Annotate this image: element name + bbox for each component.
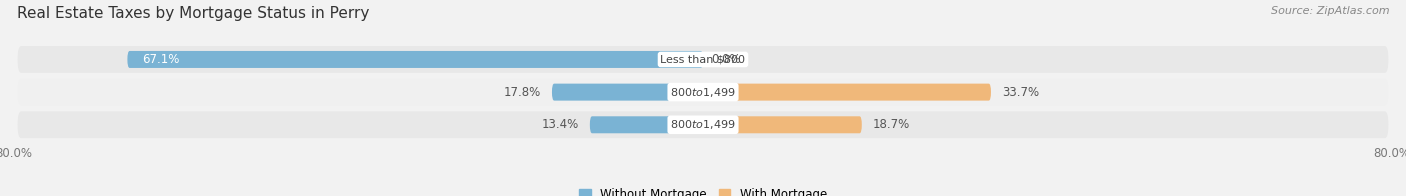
FancyBboxPatch shape	[18, 79, 1388, 105]
Text: Less than $800: Less than $800	[661, 54, 745, 64]
FancyBboxPatch shape	[18, 111, 1388, 138]
FancyBboxPatch shape	[553, 84, 703, 101]
Text: 17.8%: 17.8%	[503, 86, 541, 99]
Text: 18.7%: 18.7%	[873, 118, 910, 131]
Text: 67.1%: 67.1%	[142, 53, 180, 66]
FancyBboxPatch shape	[703, 84, 991, 101]
Text: Real Estate Taxes by Mortgage Status in Perry: Real Estate Taxes by Mortgage Status in …	[17, 6, 370, 21]
Text: $800 to $1,499: $800 to $1,499	[671, 118, 735, 131]
Text: Source: ZipAtlas.com: Source: ZipAtlas.com	[1271, 6, 1389, 16]
Text: 0.0%: 0.0%	[711, 53, 741, 66]
Text: 13.4%: 13.4%	[541, 118, 579, 131]
Text: 33.7%: 33.7%	[1002, 86, 1039, 99]
FancyBboxPatch shape	[18, 46, 1388, 73]
Legend: Without Mortgage, With Mortgage: Without Mortgage, With Mortgage	[574, 183, 832, 196]
FancyBboxPatch shape	[128, 51, 703, 68]
Text: $800 to $1,499: $800 to $1,499	[671, 86, 735, 99]
FancyBboxPatch shape	[591, 116, 703, 133]
FancyBboxPatch shape	[703, 116, 862, 133]
